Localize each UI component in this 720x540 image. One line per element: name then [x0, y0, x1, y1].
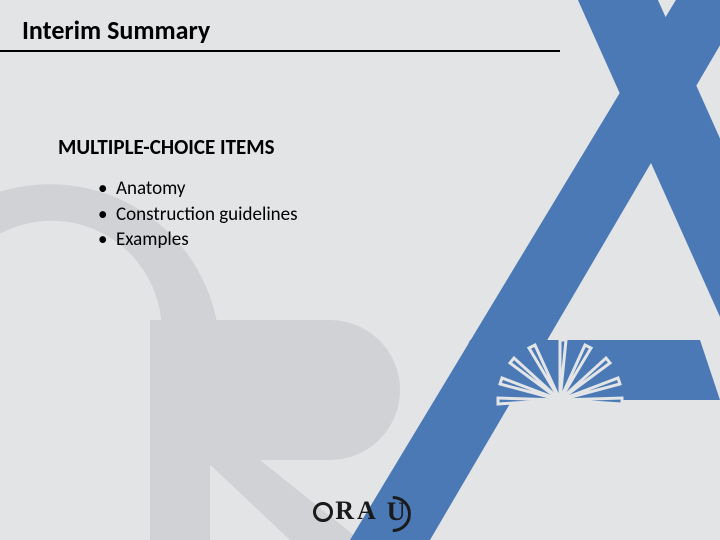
footer-logo: R A: [0, 496, 720, 526]
logo-letter-r: R: [335, 496, 355, 526]
list-item: Construction guidelines: [98, 202, 298, 228]
orau-logo: R A: [313, 496, 407, 526]
logo-letter-a: A: [357, 496, 377, 526]
list-item: Anatomy: [98, 176, 298, 202]
title-underline: [0, 50, 560, 52]
logo-u-swoosh-icon: [379, 498, 407, 524]
logo-o-icon: [313, 502, 333, 522]
list-item: Examples: [98, 227, 298, 253]
slide: Interim Summary MULTIPLE-CHOICE ITEMS An…: [0, 0, 720, 540]
section-heading: MULTIPLE-CHOICE ITEMS: [58, 134, 275, 160]
slide-title: Interim Summary: [22, 14, 210, 46]
bullet-list: Anatomy Construction guidelines Examples: [98, 176, 298, 253]
background-graphic: [0, 0, 720, 540]
